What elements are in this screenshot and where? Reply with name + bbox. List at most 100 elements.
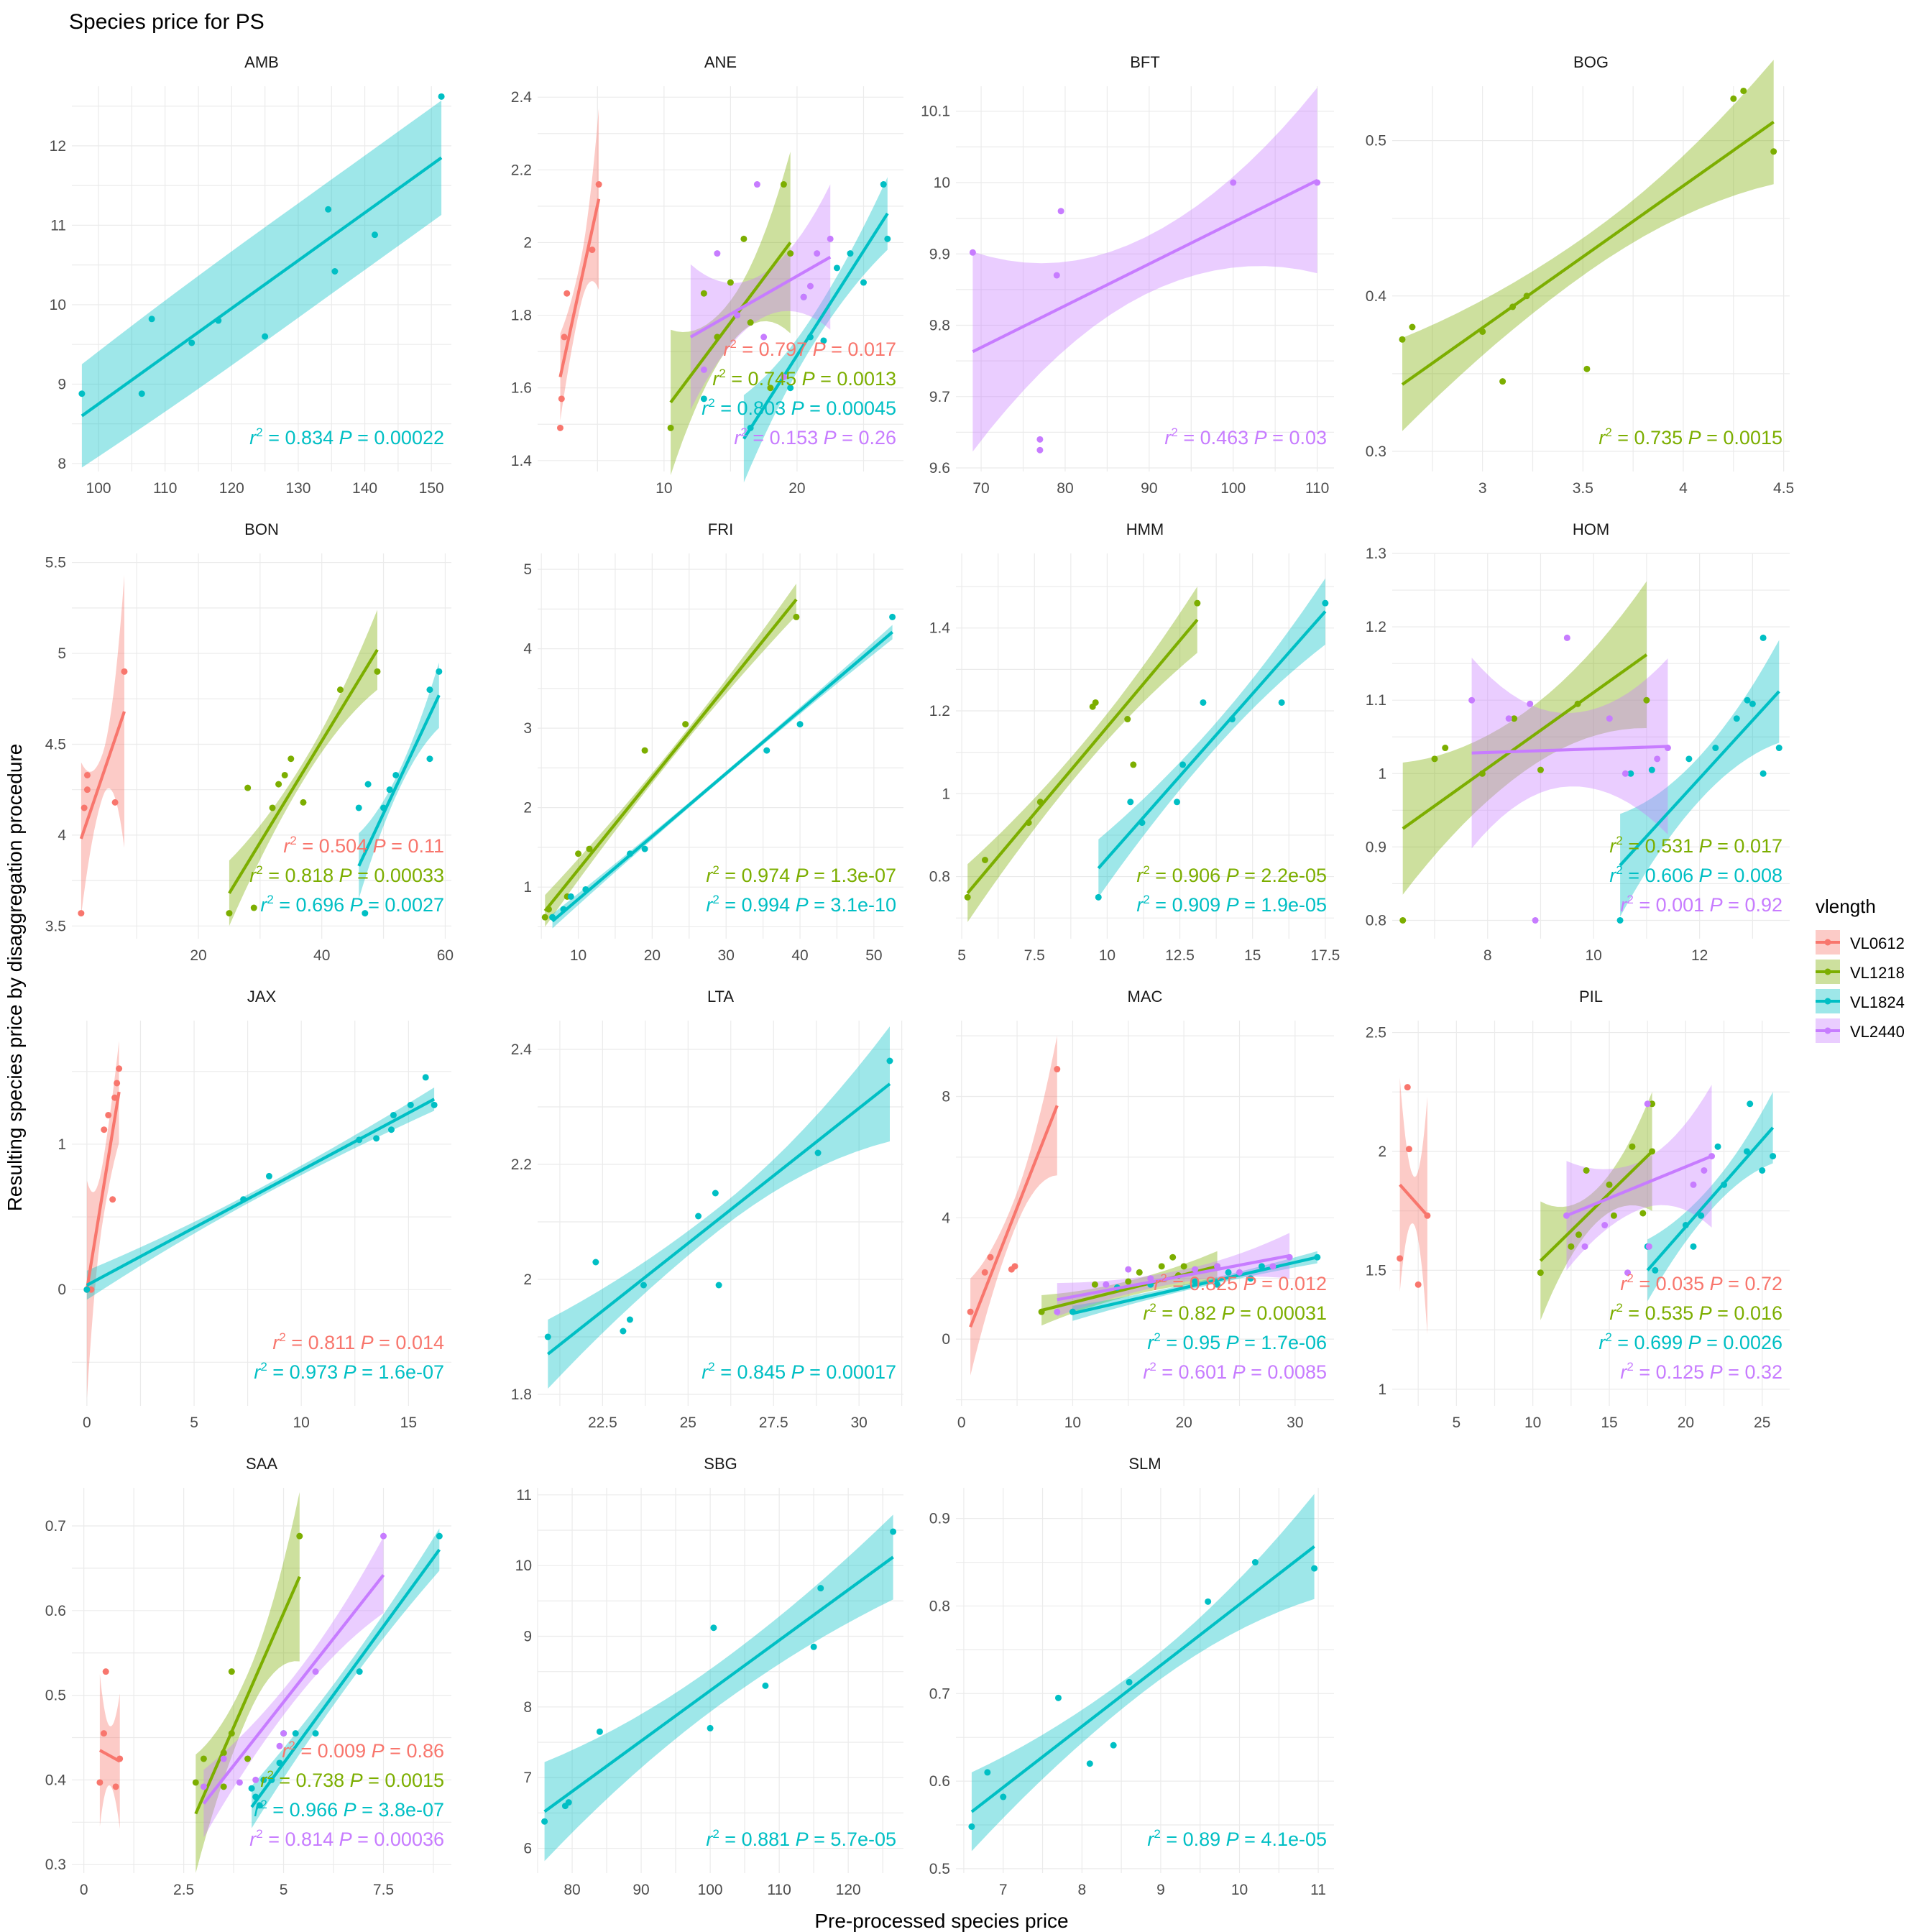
- data-point-vl1824: [541, 1818, 548, 1825]
- y-tick-label: 1.2: [929, 703, 950, 719]
- x-axis-label: Pre-processed species price: [814, 1910, 1068, 1932]
- data-point-vl1824: [817, 1585, 824, 1592]
- y-tick-label: 1.1: [1366, 692, 1386, 709]
- data-point-vl0612: [121, 668, 128, 675]
- y-tick-label: 2: [523, 1271, 532, 1288]
- fit-line-vl0612: [79, 711, 126, 840]
- data-point-vl1824: [265, 1172, 272, 1179]
- y-tick-label: 0.6: [45, 1603, 66, 1619]
- data-point-vl1824: [1712, 745, 1719, 752]
- data-point-vl2440: [1054, 1308, 1061, 1315]
- data-point-vl0612: [116, 1065, 123, 1072]
- gridlines: [72, 1021, 451, 1406]
- x-tick-label: 10: [1064, 1414, 1081, 1431]
- data-point-vl1824: [260, 1776, 267, 1783]
- x-tick-label: 20: [1678, 1414, 1694, 1431]
- y-tick-label: 3: [523, 720, 532, 737]
- facet-title: JAX: [247, 988, 277, 1006]
- y-tick-label: 1: [1378, 1381, 1386, 1398]
- y-tick-label: 0.7: [929, 1685, 950, 1702]
- x-tick-label: 5: [280, 1882, 288, 1898]
- confidence-band-vl1218: [1402, 60, 1774, 431]
- x-tick-label: 22.5: [588, 1414, 617, 1431]
- gridlines: [537, 1488, 903, 1873]
- data-point-vl1218: [1583, 365, 1591, 372]
- data-point-vl1824: [626, 1316, 633, 1323]
- x-tick-label: 5: [190, 1414, 198, 1431]
- data-point-vl1824: [1747, 1100, 1754, 1108]
- y-tick-label: 4: [58, 827, 66, 844]
- y-tick-label: 9.9: [929, 246, 950, 262]
- data-point-vl1824: [641, 845, 648, 852]
- data-point-vl2440: [1601, 1222, 1609, 1229]
- data-point-vl1218: [641, 747, 648, 754]
- fit-line-vl1824: [1619, 690, 1780, 867]
- data-point-vl0612: [589, 247, 596, 254]
- data-point-vl0612: [1414, 1281, 1422, 1288]
- data-point-vl1824: [1258, 1263, 1265, 1270]
- data-point-vl1218: [1770, 148, 1777, 155]
- data-point-vl1824: [1698, 1212, 1705, 1219]
- data-point-vl1824: [1095, 893, 1102, 901]
- facet-title: PIL: [1579, 988, 1603, 1006]
- data-point-vl1218: [1399, 916, 1407, 924]
- gridlines: [72, 1488, 451, 1873]
- legend-item-vl1218: VL1218: [1816, 960, 1905, 984]
- x-tick-label: 3.5: [1573, 480, 1593, 497]
- data-point-vl1824: [1214, 1281, 1221, 1288]
- legend-label: VL1218: [1850, 964, 1905, 982]
- confidence-band-vl1824: [1647, 1092, 1773, 1302]
- x-tick-label: 90: [1141, 480, 1157, 497]
- y-tick-label: 4.5: [45, 736, 66, 753]
- fit-line-vl1824: [742, 212, 889, 440]
- data-point-vl1824: [426, 755, 433, 763]
- data-point-vl1824: [1192, 1278, 1199, 1285]
- data-point-vl2440: [760, 334, 768, 341]
- legend-title: vlength: [1816, 896, 1876, 917]
- data-point-vl0612: [78, 910, 85, 917]
- data-point-vl1824: [1690, 1243, 1697, 1250]
- x-tick-label: 130: [285, 480, 310, 497]
- data-point-vl1824: [248, 1785, 255, 1792]
- data-point-vl1218: [374, 668, 381, 675]
- data-point-vl1824: [1648, 766, 1655, 773]
- x-tick-label: 40: [791, 947, 808, 964]
- y-tick-label: 1.8: [511, 1386, 532, 1403]
- data-point-vl1218: [1180, 1263, 1187, 1270]
- data-point-vl2440: [700, 366, 707, 373]
- data-point-vl1824: [373, 1135, 380, 1142]
- gridlines: [1392, 86, 1790, 472]
- fit-line-vl1824: [546, 1082, 891, 1356]
- y-tick-label: 0.8: [929, 1598, 950, 1614]
- x-tick-label: 7.5: [373, 1882, 394, 1898]
- data-point-vl2440: [1645, 1243, 1652, 1250]
- data-point-vl1824: [592, 1259, 599, 1266]
- y-tick-label: 2.2: [511, 1156, 532, 1173]
- data-point-vl1824: [1054, 1694, 1062, 1701]
- y-tick-label: 5: [523, 561, 532, 578]
- fit-line-vl1824: [357, 694, 441, 867]
- data-point-vl0612: [109, 1196, 116, 1203]
- y-tick-label: 1.8: [511, 308, 532, 324]
- stat-annotation-vl1824: r2 = 0.606 P = 0.008: [1609, 863, 1782, 886]
- stat-annotation-vl2440: r2 = 0.001 P = 0.92: [1620, 893, 1782, 916]
- x-tick-label: 15: [1244, 947, 1261, 964]
- panel-fri: FRI 10 20 30 40 50 1 2 3 4 5 r2 = 0.974 P = 1.3e-07…: [523, 520, 903, 964]
- x-tick-label: 100: [698, 1882, 723, 1898]
- fit-line-vl1824: [543, 1555, 894, 1813]
- y-tick-label: 0.9: [929, 1511, 950, 1527]
- y-tick-label: 0.4: [1366, 288, 1387, 305]
- x-tick-label: 10: [1231, 1882, 1248, 1898]
- y-tick-label: 11: [516, 1487, 532, 1504]
- data-point-vl1824: [1733, 715, 1740, 722]
- data-point-vl1218: [200, 1755, 207, 1762]
- panel-bft: BFT 70 80 90 100 110 9.6 9.7 9.8 9.9 10 10.1 r2 = 0.…: [921, 53, 1334, 497]
- data-point-vl1824: [810, 1643, 817, 1650]
- data-point-vl1218: [1537, 766, 1544, 773]
- data-point-vl1824: [1200, 699, 1207, 706]
- data-point-vl2440: [1053, 272, 1060, 279]
- data-point-vl2440: [1036, 446, 1044, 454]
- data-point-vl2440: [1606, 715, 1613, 722]
- data-point-vl2440: [1505, 715, 1512, 722]
- x-tick-label: 15: [400, 1414, 417, 1431]
